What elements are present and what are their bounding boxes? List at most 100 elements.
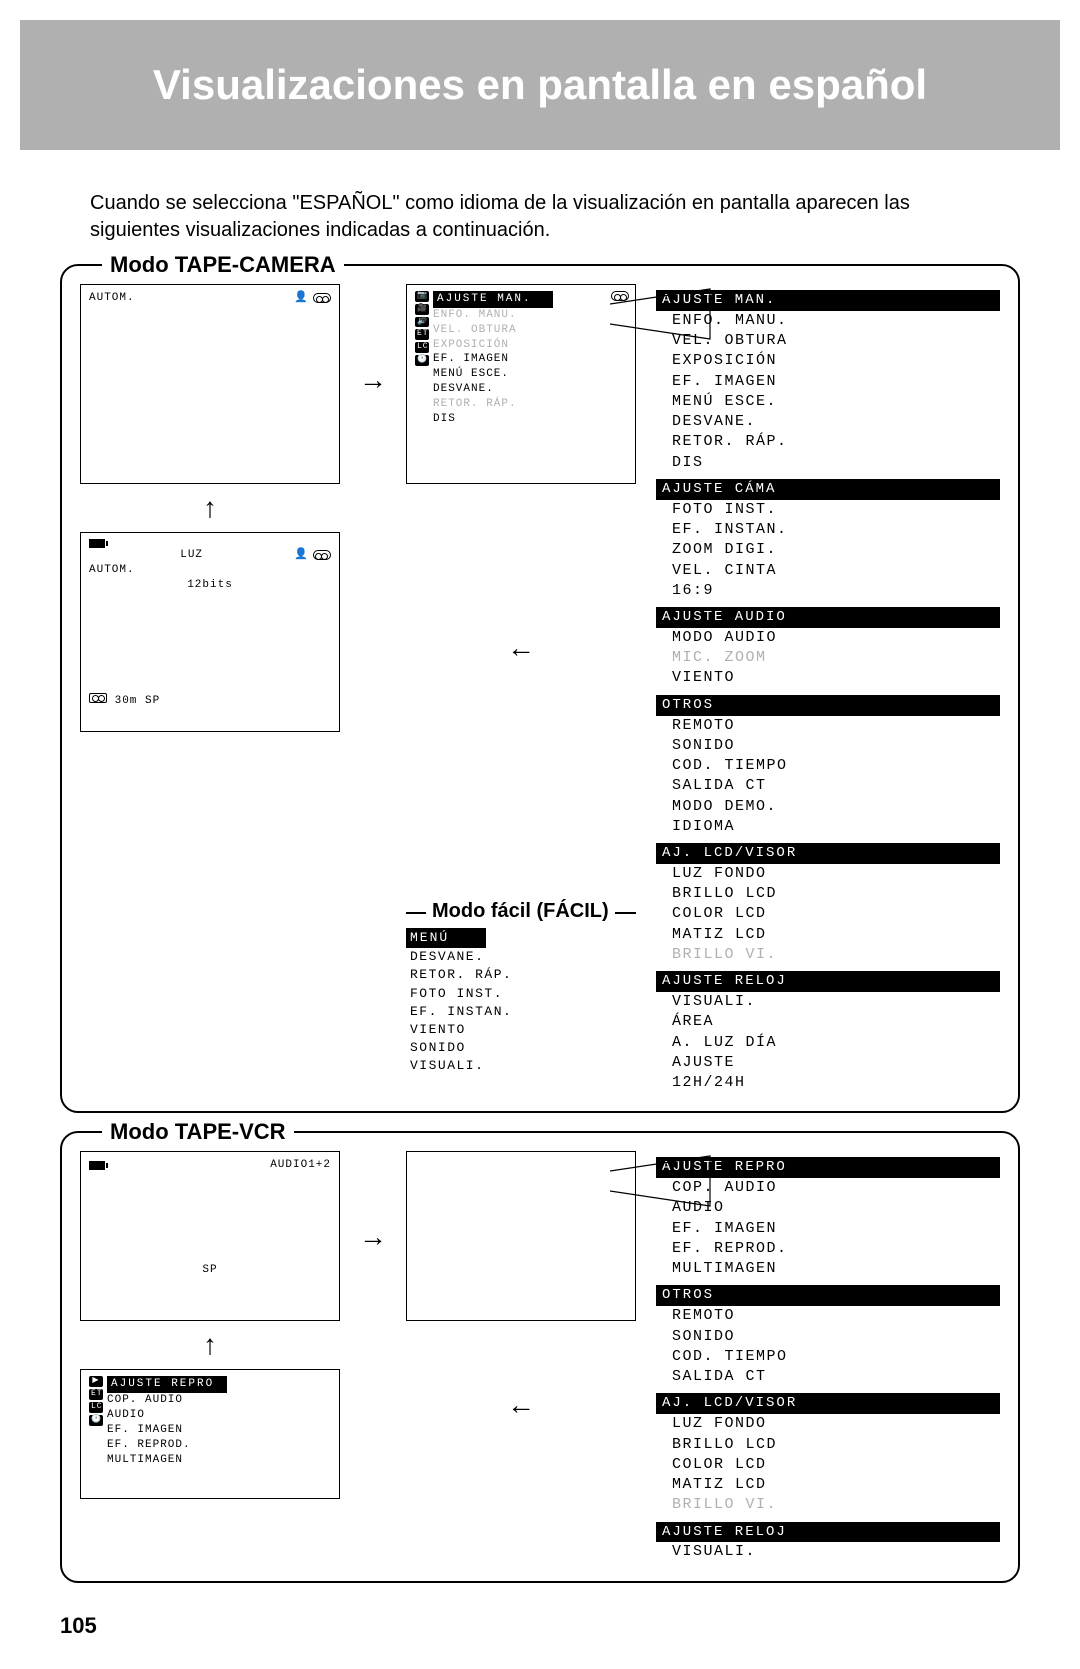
menu-item: EF. INSTAN.	[410, 1003, 636, 1021]
menu-item: ZOOM DIGI.	[672, 540, 1000, 560]
section-label: Modo TAPE-CAMERA	[102, 252, 344, 278]
menu-item: COLOR LCD	[672, 1455, 1000, 1475]
menu-item: RETOR. RÁP.	[410, 966, 636, 984]
tape-icon	[89, 693, 107, 703]
menu-item: A. LUZ DÍA	[672, 1033, 1000, 1053]
status-label: 30m SP	[115, 695, 161, 707]
menu-item: FOTO INST.	[672, 500, 1000, 520]
menu-item: SALIDA CT	[672, 1367, 1000, 1387]
section-tape-vcr: Modo TAPE-VCR AUDIO1+2 SP ↑ ▶ETCLCD🕐 AJU…	[60, 1131, 1020, 1582]
page-number: 105	[60, 1613, 1080, 1639]
section-label: Modo TAPE-VCR	[102, 1119, 294, 1145]
facil-box: Modo fácil (FÁCIL) MENÚ DESVANE.RETOR. R…	[406, 912, 636, 1076]
menu-item: AUDIO	[672, 1198, 1000, 1218]
menu-item: COD. TIEMPO	[672, 756, 1000, 776]
menu-item: MATIZ LCD	[672, 925, 1000, 945]
right-menu-groups: AJUSTE MAN.ENFO. MANU.VEL. OBTURAEXPOSIC…	[656, 284, 1000, 1093]
menu-item: IDIOMA	[672, 817, 1000, 837]
menu-item: EF. IMAGEN	[672, 1219, 1000, 1239]
menu-item: RETOR. RÁP.	[672, 432, 1000, 452]
menu-item: ENFO. MANU.	[433, 308, 553, 323]
menu-item: RETOR. RÁP.	[433, 397, 553, 412]
menu-item: REMOTO	[672, 1306, 1000, 1326]
right-menu-groups: AJUSTE REPROCOP. AUDIOAUDIOEF. IMAGENEF.…	[656, 1151, 1000, 1562]
tape-icon	[313, 550, 331, 560]
arrow-left-icon: ←	[406, 1389, 636, 1421]
menu-item: AUDIO	[107, 1408, 227, 1423]
menu-item: LUZ FONDO	[672, 1414, 1000, 1434]
menu-item: COP. AUDIO	[107, 1393, 227, 1408]
arrow-up-icon: ↑	[80, 492, 340, 524]
menu-header: AJUSTE REPRO	[107, 1376, 227, 1393]
menu-item: VISUALI.	[672, 992, 1000, 1012]
group-header: AJUSTE RELOJ	[656, 971, 1000, 992]
menu-item: EXPOSICIÓN	[433, 338, 553, 353]
audio-label: AUDIO1+2	[270, 1158, 331, 1173]
menu-item: VEL. OBTURA	[433, 323, 553, 338]
menu-item: BRILLO LCD	[672, 1435, 1000, 1455]
arrow-left-icon: ←	[406, 632, 636, 664]
bits-label: 12bits	[89, 578, 331, 593]
battery-icon	[89, 539, 105, 548]
group-header: AJUSTE CÁMA	[656, 479, 1000, 500]
menu-item: VEL. CINTA	[672, 561, 1000, 581]
menu-side-icons: 📷🎥🔊ETCLCD🕐	[415, 291, 429, 477]
menu-item: MULTIMAGEN	[107, 1453, 227, 1468]
menu-item: MODO DEMO.	[672, 797, 1000, 817]
menu-item: SONIDO	[672, 736, 1000, 756]
menu-item: MIC. ZOOM	[672, 648, 1000, 668]
menu-item: DESVANE.	[410, 948, 636, 966]
menu-item: AJUSTE	[672, 1053, 1000, 1073]
page-title: Visualizaciones en pantalla en español	[153, 61, 927, 109]
menu-item: EF. INSTAN.	[672, 520, 1000, 540]
group-header: AJ. LCD/VISOR	[656, 1393, 1000, 1414]
autom-label: AUTOM.	[89, 291, 135, 306]
menu-item: MENÚ ESCE.	[433, 367, 553, 382]
group-header: OTROS	[656, 695, 1000, 716]
screen-autom: AUTOM. 👤	[80, 284, 340, 484]
menu-item: MATIZ LCD	[672, 1475, 1000, 1495]
section-tape-camera: Modo TAPE-CAMERA AUTOM. 👤 ↑	[60, 264, 1020, 1113]
menu-item: DIS	[672, 453, 1000, 473]
autom-label: AUTOM.	[89, 563, 331, 578]
menu-item: BRILLO VI.	[672, 945, 1000, 965]
menu-item: LUZ FONDO	[672, 864, 1000, 884]
menu-side-icons: ▶ETCLCD🕐	[89, 1376, 103, 1492]
arrow-right-icon: →	[359, 364, 387, 396]
person-icon: 👤	[294, 291, 309, 306]
menu-item: COLOR LCD	[672, 904, 1000, 924]
group-header: AJUSTE MAN.	[656, 290, 1000, 311]
menu-item: EF. REPROD.	[672, 1239, 1000, 1259]
screen-vcr-menu-small: ▶ETCLCD🕐 AJUSTE REPRO COP. AUDIOAUDIOEF.…	[80, 1369, 340, 1499]
facil-menu-header: MENÚ	[406, 928, 486, 948]
menu-item: VEL. OBTURA	[672, 331, 1000, 351]
group-header: AJUSTE RELOJ	[656, 1522, 1000, 1543]
tape-icon	[611, 291, 629, 301]
menu-item: BRILLO VI.	[672, 1495, 1000, 1515]
group-header: AJUSTE REPRO	[656, 1157, 1000, 1178]
battery-icon	[89, 1161, 105, 1170]
menu-item: BRILLO LCD	[672, 884, 1000, 904]
menu-item: VIENTO	[410, 1021, 636, 1039]
menu-item: REMOTO	[672, 716, 1000, 736]
menu-item: EF. IMAGEN	[672, 372, 1000, 392]
menu-item: COD. TIEMPO	[672, 1347, 1000, 1367]
menu-item: COP. AUDIO	[672, 1178, 1000, 1198]
menu-item: VISUALI.	[672, 1542, 1000, 1562]
menu-item: MODO AUDIO	[672, 628, 1000, 648]
sp-label: SP	[89, 1263, 331, 1278]
menu-item: MULTIMAGEN	[672, 1259, 1000, 1279]
menu-item: SONIDO	[410, 1039, 636, 1057]
title-bar: Visualizaciones en pantalla en español	[20, 20, 1060, 150]
menu-item: 12H/24H	[672, 1073, 1000, 1093]
menu-item: 16:9	[672, 581, 1000, 601]
menu-item: DESVANE.	[433, 382, 553, 397]
group-header: AJ. LCD/VISOR	[656, 843, 1000, 864]
menu-item: DIS	[433, 412, 553, 427]
menu-item: SONIDO	[672, 1327, 1000, 1347]
screen-vcr-1: AUDIO1+2 SP	[80, 1151, 340, 1321]
person-icon: 👤	[294, 548, 309, 563]
group-header: AJUSTE AUDIO	[656, 607, 1000, 628]
menu-item: FOTO INST.	[410, 985, 636, 1003]
menu-item: VIENTO	[672, 668, 1000, 688]
